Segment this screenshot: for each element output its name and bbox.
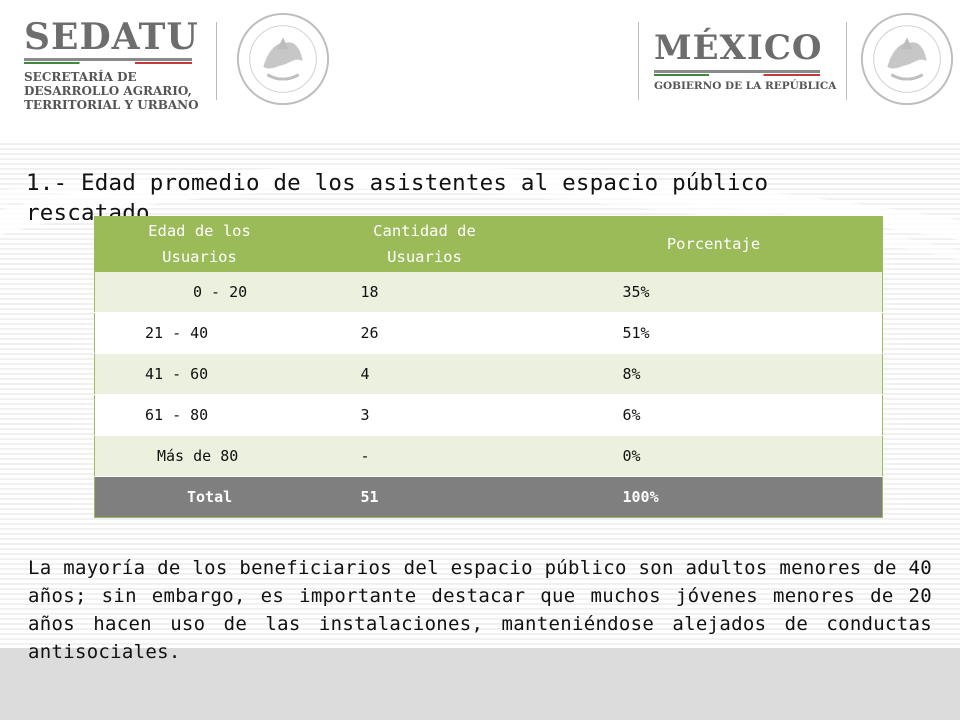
count-cell: -: [304, 435, 545, 477]
count-cell: 3: [304, 394, 545, 436]
table-row: 21 - 40 26 51%: [94, 312, 883, 354]
sedatu-subtitle-line-1: SECRETARÍA DE: [24, 70, 137, 84]
national-seal-right-icon: [860, 12, 954, 106]
header-count: Cantidad de Usuarios: [304, 216, 545, 272]
sedatu-rule: [24, 58, 192, 61]
mexico-rule: [654, 70, 820, 73]
total-label: Total: [94, 476, 305, 518]
mexico-accent-stripe: [654, 74, 820, 76]
header-count-line-1: Cantidad de: [373, 222, 476, 240]
age-cell: 21 - 40: [94, 312, 305, 354]
footer-band: [0, 648, 960, 720]
total-percent: 100%: [544, 476, 883, 518]
count-cell: 26: [304, 312, 545, 354]
age-cell: 0 - 20: [94, 271, 305, 313]
header-divider-middle: [638, 22, 639, 100]
slide-title-line-2: rescatado: [26, 200, 150, 220]
sedatu-logo: SEDATU SECRETARÍA DE DESARROLLO AGRARIO,…: [20, 12, 200, 112]
percent-cell: 51%: [544, 312, 883, 354]
table-row: 61 - 80 3 6%: [94, 394, 883, 436]
table-total-row: Total 51 100%: [94, 476, 883, 518]
summary-paragraph: La mayoría de los beneficiarios del espa…: [28, 557, 932, 663]
header-age-line-1: Edad de los: [148, 222, 251, 240]
sedatu-subtitle-line-2: DESARROLLO AGRARIO,: [24, 84, 192, 98]
slide-title: 1.- Edad promedio de los asistentes al e…: [26, 168, 936, 220]
header-age-line-2: Usuarios: [162, 248, 237, 266]
age-distribution-table: Edad de los Usuarios Cantidad de Usuario…: [94, 216, 883, 518]
mexico-wordmark: MÉXICO: [654, 28, 823, 68]
total-count: 51: [304, 476, 545, 518]
age-cell: 41 - 60: [94, 353, 305, 395]
count-cell: 4: [304, 353, 545, 395]
header-age: Edad de los Usuarios: [94, 216, 305, 272]
slide-title-line-1: 1.- Edad promedio de los asistentes al e…: [26, 170, 769, 196]
table-row: 0 - 20 18 35%: [94, 271, 883, 313]
percent-cell: 6%: [544, 394, 883, 436]
age-cell: 61 - 80: [94, 394, 305, 436]
sedatu-subtitle: SECRETARÍA DE DESARROLLO AGRARIO, TERRIT…: [24, 70, 200, 112]
table-header-row: Edad de los Usuarios Cantidad de Usuario…: [94, 216, 883, 272]
age-cell: Más de 80: [94, 435, 305, 477]
table-row: Más de 80 - 0%: [94, 435, 883, 477]
header-count-line-2: Usuarios: [387, 248, 462, 266]
national-seal-left-icon: [236, 12, 330, 106]
sedatu-wordmark: SEDATU: [24, 16, 199, 58]
header-divider-left: [216, 22, 217, 100]
mexico-subtitle: GOBIERNO DE LA REPÚBLICA: [654, 80, 837, 92]
header-divider-right: [846, 22, 847, 100]
page-header: SEDATU SECRETARÍA DE DESARROLLO AGRARIO,…: [0, 0, 960, 118]
table-row: 41 - 60 4 8%: [94, 353, 883, 395]
sedatu-accent-stripe: [24, 62, 192, 64]
header-percent-line-1: Porcentaje: [666, 235, 761, 253]
sedatu-subtitle-line-3: TERRITORIAL Y URBANO: [24, 98, 199, 112]
mexico-logo: MÉXICO GOBIERNO DE LA REPÚBLICA: [650, 28, 840, 98]
count-cell: 18: [304, 271, 545, 313]
percent-cell: 35%: [544, 271, 883, 313]
percent-cell: 0%: [544, 435, 883, 477]
header-percent: Porcentaje: [544, 216, 883, 272]
percent-cell: 8%: [544, 353, 883, 395]
